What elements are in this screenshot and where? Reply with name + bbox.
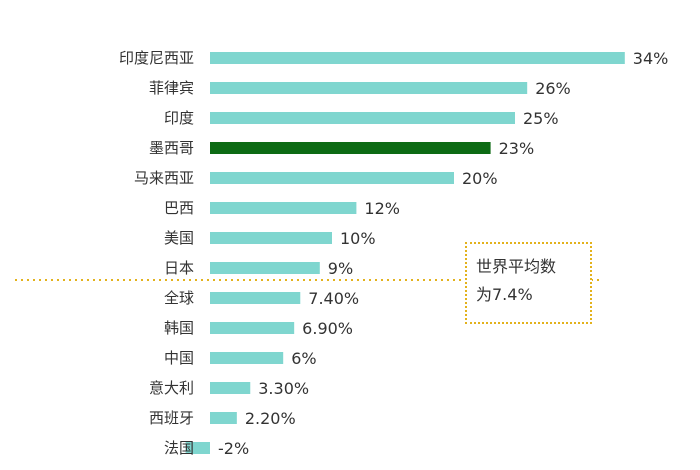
value-label: 9% bbox=[328, 259, 353, 278]
bar-7 bbox=[210, 262, 320, 274]
bar-8 bbox=[210, 292, 301, 304]
value-label: 34% bbox=[633, 49, 669, 68]
category-label: 印度尼西亚 bbox=[119, 49, 194, 67]
category-label: 中国 bbox=[164, 349, 194, 367]
value-label: 23% bbox=[499, 139, 535, 158]
category-label: 西班牙 bbox=[149, 409, 194, 427]
value-label: 6.90% bbox=[302, 319, 353, 338]
value-label: 10% bbox=[340, 229, 376, 248]
category-label: 日本 bbox=[164, 259, 194, 277]
bar-1 bbox=[210, 82, 528, 94]
annotation-line-1: 世界平均数 bbox=[476, 257, 557, 276]
bar-2 bbox=[210, 112, 515, 124]
bar-0 bbox=[210, 52, 625, 64]
bar-13 bbox=[185, 442, 210, 454]
bar-3 bbox=[210, 142, 491, 154]
category-label: 法国 bbox=[164, 439, 194, 457]
bar-12 bbox=[210, 412, 237, 424]
bar-10 bbox=[210, 352, 284, 364]
category-label: 菲律宾 bbox=[149, 79, 194, 97]
bar-9 bbox=[210, 322, 295, 334]
category-label: 马来西亚 bbox=[134, 169, 194, 187]
bar-11 bbox=[210, 382, 251, 394]
value-label: 26% bbox=[535, 79, 571, 98]
value-label: 6% bbox=[291, 349, 316, 368]
category-label: 全球 bbox=[164, 289, 194, 307]
category-label: 印度 bbox=[164, 109, 194, 127]
category-label: 墨西哥 bbox=[149, 139, 194, 157]
category-label: 韩国 bbox=[164, 319, 194, 337]
value-label: 20% bbox=[462, 169, 498, 188]
category-label: 巴西 bbox=[164, 199, 194, 217]
value-label: 25% bbox=[523, 109, 559, 128]
bar-4 bbox=[210, 172, 454, 184]
category-label: 意大利 bbox=[149, 379, 194, 397]
value-label: 2.20% bbox=[245, 409, 296, 428]
annotation-line-2: 为7.4% bbox=[476, 285, 533, 304]
bar-5 bbox=[210, 202, 357, 214]
value-label: 3.30% bbox=[258, 379, 309, 398]
category-label: 美国 bbox=[164, 229, 194, 247]
world-average-annotation: 世界平均数 为7.4% bbox=[465, 242, 592, 324]
value-label: 12% bbox=[364, 199, 400, 218]
value-label: -2% bbox=[218, 439, 249, 458]
bar-6 bbox=[210, 232, 332, 244]
value-label: 7.40% bbox=[308, 289, 359, 308]
